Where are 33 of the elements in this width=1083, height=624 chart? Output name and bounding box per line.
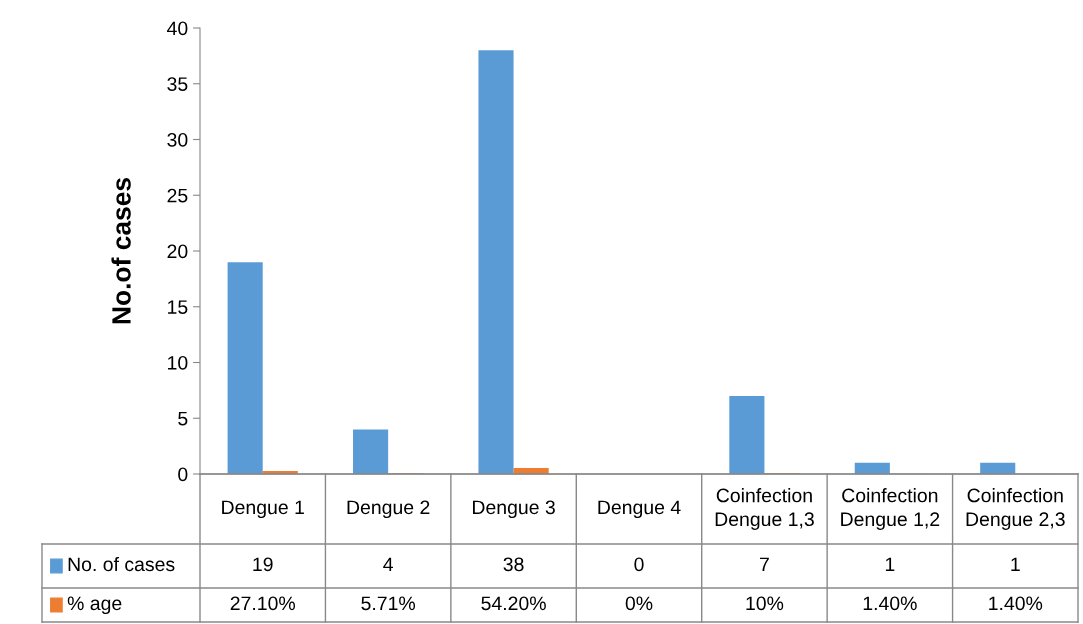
x-tick-label: Coinfection Dengue 1,2 <box>841 488 940 530</box>
data-label: 1 <box>1011 557 1020 572</box>
data-label: 10% <box>746 596 784 611</box>
x-tick-label: Dengue 1 <box>222 500 304 519</box>
y-tick-label: 30 <box>167 132 188 147</box>
data-label: 38 <box>503 557 524 572</box>
data-label: 19 <box>253 557 273 572</box>
y-tick-label: 40 <box>167 21 188 36</box>
x-tick-label: Coinfection Dengue 1,3 <box>715 488 814 530</box>
x-tick-label: Dengue 4 <box>598 500 681 519</box>
data-label: 5.71% <box>361 596 416 611</box>
y-tick-label: 0 <box>178 467 188 482</box>
data-label: 54.20% <box>481 596 546 611</box>
y-tick-label: 15 <box>168 300 188 314</box>
y-tick-label: 25 <box>167 188 188 203</box>
data-label: 1.40% <box>863 596 917 611</box>
legend-label: % age <box>67 596 122 615</box>
x-tick-label: Coinfection Dengue 2,3 <box>966 488 1065 530</box>
data-label: 0 <box>634 557 644 572</box>
legend-label: No. of cases <box>68 556 175 572</box>
x-tick-label: Dengue 2 <box>347 500 430 519</box>
y-tick-label: 10 <box>168 355 188 370</box>
x-tick-label: Dengue 3 <box>473 500 555 519</box>
y-tick-label: 5 <box>178 411 188 426</box>
y-tick-label: 35 <box>167 77 188 91</box>
data-label: 7 <box>760 557 769 572</box>
data-label: 4 <box>383 557 393 572</box>
y-tick-label: 20 <box>167 244 188 259</box>
data-label: 1.40% <box>989 596 1043 611</box>
y-axis-title: No.of cases <box>111 178 131 324</box>
data-label: 0% <box>625 596 653 611</box>
data-label: 1 <box>885 557 895 572</box>
data-label: 27.10% <box>230 596 295 611</box>
